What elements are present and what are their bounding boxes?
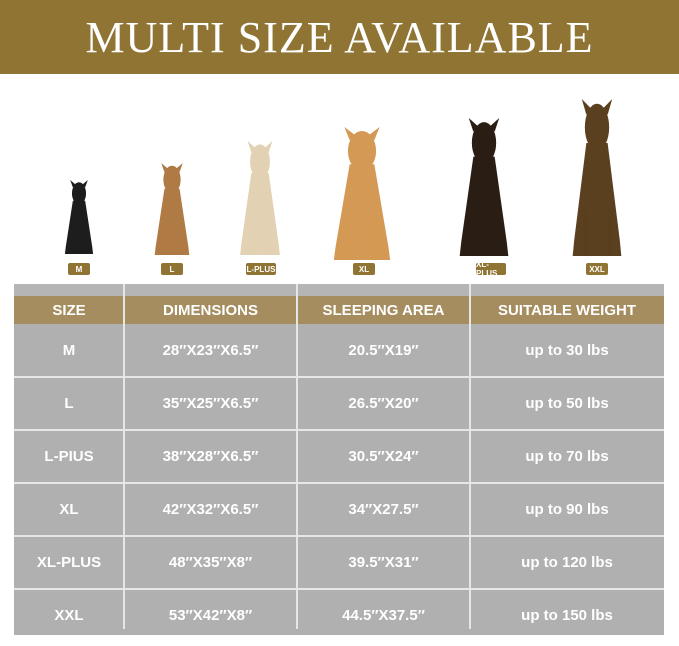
table-cell: L [64,395,74,412]
table-cell: 20.5″X19″ [348,342,419,359]
table-cell: M [62,342,76,359]
table-cell: XL [59,501,79,518]
size-badge: XXL [586,263,608,275]
row-divider [14,588,664,590]
french-bulldog-dog-icon [64,180,94,254]
table-cell: up to 50 lbs [525,395,609,412]
column-divider [296,284,298,629]
golden-retriever-puppy-dog-icon [240,141,280,255]
table-cell: 39.5″X31″ [348,554,419,571]
size-badge: L [161,263,183,275]
table-cell: up to 70 lbs [525,448,609,465]
column-divider [469,284,471,629]
table-cell: L-PIUS [44,448,94,465]
table-cell: XL-PLUS [36,554,102,571]
column-header: SLEEPING AREA [297,296,470,324]
table-cell: 34″X27.5″ [348,501,419,518]
table-cell: up to 150 lbs [521,607,613,624]
row-divider [14,535,664,537]
table-cell: 38″X28″X6.5″ [162,448,259,465]
size-badge: XL-PLUS [476,260,506,278]
column-header: SUITABLE WEIGHT [470,296,664,324]
table-cell: 35″X25″X6.5″ [162,395,259,412]
column-header: DIMENSIONS [124,296,297,324]
table-cell: up to 120 lbs [521,554,613,571]
table-cell: 26.5″X20″ [348,395,419,412]
table-cell: up to 30 lbs [525,342,609,359]
table-cell: 30.5″X24″ [348,448,419,465]
table-cell: 44.5″X37.5″ [342,607,425,624]
row-divider [14,429,664,431]
column-divider [123,284,125,629]
table-cell: 28″X23″X6.5″ [162,342,259,359]
page-title: MULTI SIZE AVAILABLE [85,12,594,62]
size-table: SIZE DIMENSIONS SLEEPING AREA SUITABLE WEIG… [14,284,664,635]
column-header: SIZE [14,296,124,324]
table-cell: XXL [54,607,84,624]
table-top-band [14,284,664,296]
table-cell: 48″X35″X8″ [168,554,253,571]
size-badge: M [68,263,90,275]
table-cell: 42″X32″X6.5″ [162,501,259,518]
size-badge: XL [353,263,375,275]
size-badge: L-PLUS [246,263,276,275]
row-divider [14,482,664,484]
row-divider [14,376,664,378]
beagle-dog-icon [154,163,190,255]
german-shepherd-dog-icon [572,99,622,256]
doberman-dog-icon [459,118,509,256]
table-cell: up to 90 lbs [525,501,609,518]
table-cell: 53″X42″X8″ [168,607,253,624]
title-banner: MULTI SIZE AVAILABLE [0,0,679,74]
golden-retriever-dog-icon [333,127,391,260]
